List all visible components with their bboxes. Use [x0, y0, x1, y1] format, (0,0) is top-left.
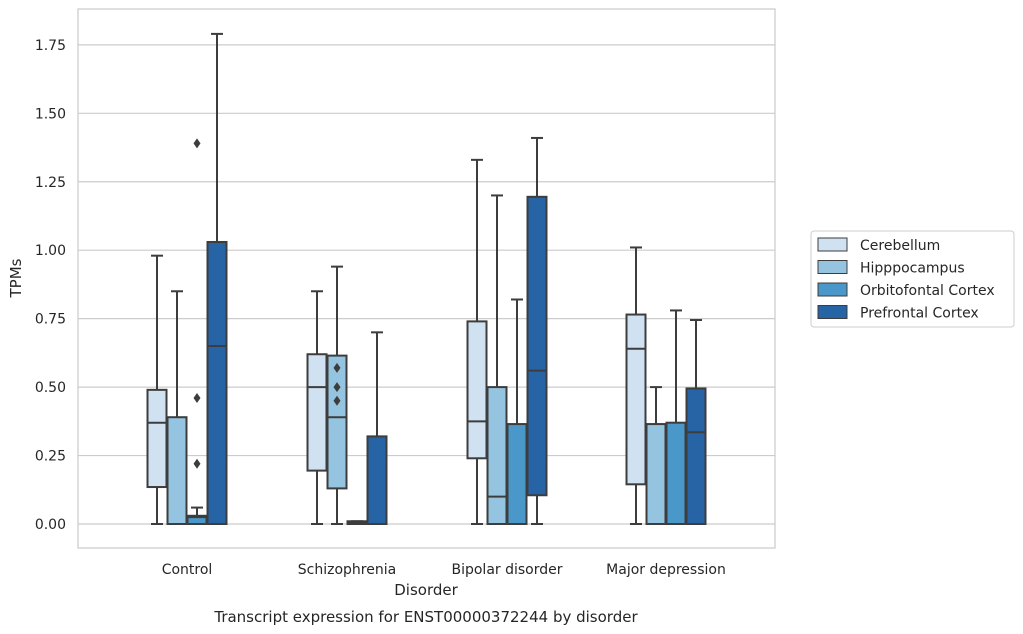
outlier-point [193, 458, 201, 469]
box-prefrontal-cortex [526, 136, 548, 525]
box [166, 416, 188, 525]
box-hipppocampus [645, 386, 667, 525]
box [526, 195, 548, 497]
plot-frame [77, 8, 776, 549]
legend-label: Cerebellum [860, 238, 940, 254]
outlier-point [333, 362, 341, 373]
x-axis-label: Disorder [394, 581, 458, 599]
box-hipppocampus [326, 265, 348, 525]
y-tick-label: 0.50 [35, 380, 66, 396]
legend-swatch [817, 237, 848, 252]
box-prefrontal-cortex [685, 319, 707, 525]
box [506, 423, 528, 525]
outlier-point [193, 393, 201, 404]
chart-caption: Transcript expression for ENST0000037224… [213, 608, 638, 626]
box-orbitofontal-cortex [346, 520, 368, 526]
box [366, 435, 388, 525]
legend-swatch [817, 305, 848, 319]
box-prefrontal-cortex [366, 331, 388, 525]
y-tick-label: 0.25 [35, 449, 66, 465]
box [486, 386, 508, 525]
y-tick-label: 1.00 [35, 243, 66, 259]
x-tick-label: Bipolar disorder [451, 562, 562, 578]
box-cerebellum [625, 246, 647, 525]
y-tick-label: 1.75 [35, 38, 66, 54]
box-cerebellum [146, 254, 168, 525]
box-cerebellum [306, 290, 328, 525]
y-tick-label: 0.75 [35, 312, 66, 328]
box [206, 240, 228, 525]
box-hipppocampus [166, 290, 188, 525]
legend-frame [810, 230, 1015, 328]
y-axis-label: TPMs [7, 258, 25, 298]
box [645, 423, 667, 525]
x-tick-label: Major depression [606, 562, 726, 578]
x-axis-ticks: Control Schizophrenia Bipolar disorder Majo… [162, 562, 726, 578]
box-series [146, 32, 707, 526]
outlier-point [333, 395, 341, 406]
box [685, 387, 707, 525]
y-axis-ticks: 0.00 0.25 0.50 0.75 1.00 1.25 1.50 1.75 [35, 38, 66, 533]
x-tick-label: Schizophrenia [298, 562, 396, 578]
y-tick-label: 1.50 [35, 106, 66, 122]
box [466, 320, 488, 460]
legend-label: Hipppocampus [860, 261, 965, 277]
box-orbitofontal-cortex [186, 138, 208, 526]
box [326, 354, 348, 490]
legend-label: Orbitofontal Cortex [860, 283, 995, 299]
legend-swatch [817, 260, 848, 274]
legend-label: Prefrontal Cortex [860, 306, 979, 322]
box [306, 353, 328, 472]
legend: Cerebellum Hipppocampus Orbitofontal Corte… [810, 230, 1015, 328]
y-tick-label: 0.00 [35, 517, 66, 533]
legend-swatch [817, 282, 848, 297]
box [665, 421, 687, 525]
box-cerebellum [466, 158, 488, 525]
y-tick-label: 1.25 [35, 175, 66, 191]
outlier-point [193, 138, 201, 149]
x-tick-label: Control [162, 562, 213, 578]
box-prefrontal-cortex [206, 32, 228, 525]
box [625, 313, 647, 486]
box [146, 388, 168, 489]
outlier-point [333, 382, 341, 393]
